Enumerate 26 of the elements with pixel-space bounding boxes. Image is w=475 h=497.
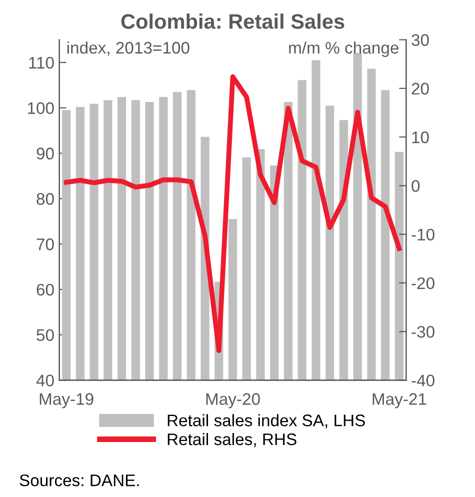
y-tick-label: 100 <box>28 102 54 114</box>
y2-tick-label: -40 <box>412 374 434 386</box>
x-tick-label: May-21 <box>372 393 426 408</box>
legend-label: Retail sales, RHS <box>168 432 296 448</box>
y2-tick-label: 20 <box>412 82 429 95</box>
legend-label: Retail sales index SA, LHS <box>168 414 365 428</box>
x-tick-label: May-19 <box>40 393 94 408</box>
y2-tick-label: 10 <box>412 131 429 144</box>
y2-tick-label: 0 <box>412 180 420 192</box>
x-tick-label: May-20 <box>206 393 260 408</box>
y-tick-label: 60 <box>36 284 54 296</box>
line-series <box>64 74 402 353</box>
y2-tick-label: 30 <box>412 34 429 46</box>
annotation: m/m % change <box>289 41 398 57</box>
y2-tick-label: -20 <box>412 277 434 290</box>
y-tick-label: 80 <box>36 193 54 205</box>
y2-tick-label: -10 <box>412 228 434 241</box>
y2-tick-label: -30 <box>412 326 434 338</box>
y-tick-label: 110 <box>29 56 54 69</box>
source-note: Sources: DANE. <box>20 474 139 486</box>
y-tick-label: 90 <box>36 148 54 160</box>
annotation: index, 2013=100 <box>67 41 190 56</box>
y-tick-label: 70 <box>36 238 54 250</box>
y-tick-label: 50 <box>36 329 54 342</box>
chart-title: Colombia: Retail Sales <box>121 14 344 29</box>
y-tick-label: 40 <box>36 374 54 386</box>
